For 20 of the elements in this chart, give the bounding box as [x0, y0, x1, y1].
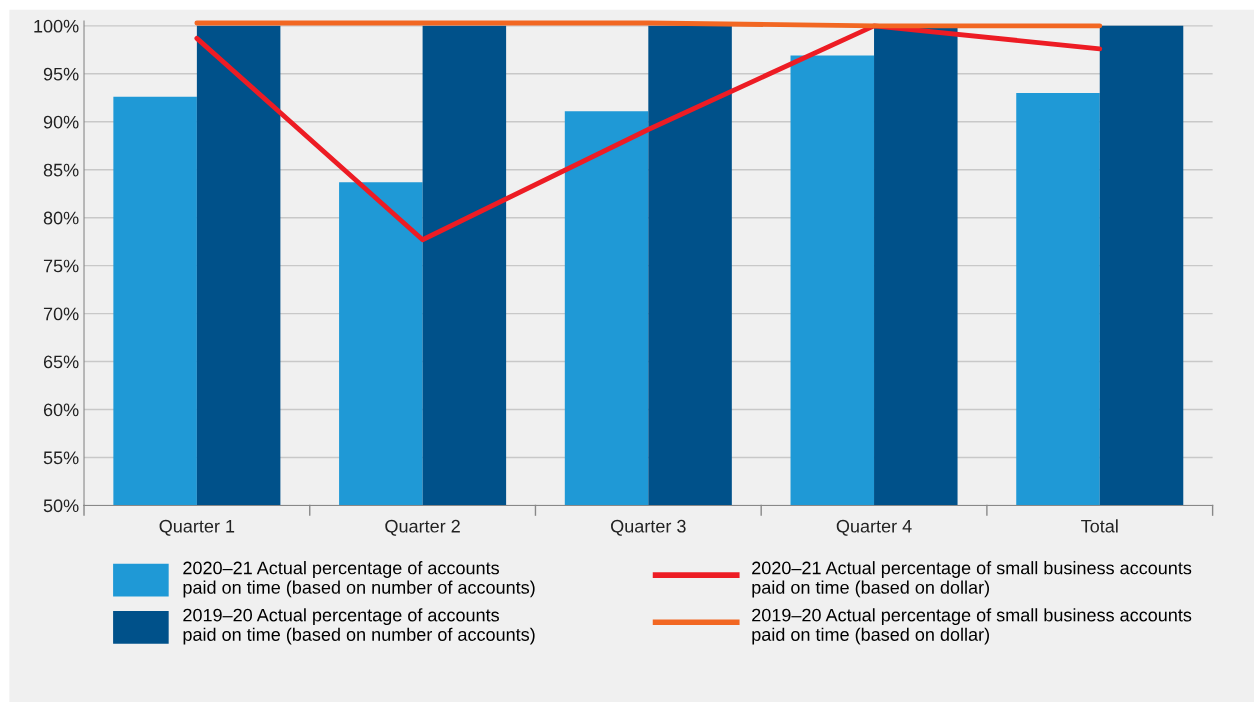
x-tick-label: Quarter 4	[836, 519, 912, 536]
legend-label: 2019–20 Actual percentage of small business accounts paid on time (based on dollar)	[752, 608, 1192, 645]
legend-label: 2020–21 Actual percentage of accounts paid on time (based on number of accounts)	[183, 561, 535, 598]
y-tick-label: 80%	[43, 211, 79, 225]
y-tick-label: 55%	[43, 451, 79, 465]
y-tick-label: 60%	[43, 403, 79, 417]
x-tick-label: Total	[1081, 519, 1118, 533]
y-tick-label: 70%	[43, 307, 79, 321]
y-tick-label: 95%	[43, 67, 79, 81]
legend-label: 2020–21 Actual percentage of small business accounts paid on time (based on dollar)	[752, 561, 1192, 598]
x-tick-label: Quarter 2	[385, 519, 460, 536]
y-tick-label: 50%	[43, 499, 79, 513]
y-tick-label: 85%	[43, 163, 79, 177]
y-tick-label: 65%	[43, 355, 79, 369]
x-tick-label: Quarter 3	[611, 519, 686, 536]
x-tick-label: Quarter 1	[159, 519, 235, 536]
y-tick-label: 75%	[43, 259, 79, 273]
y-tick-label: 100%	[34, 19, 79, 33]
legend-label: 2019–20 Actual percentage of accounts paid on time (based on number of accounts)	[183, 608, 535, 645]
y-tick-label: 90%	[43, 115, 79, 129]
